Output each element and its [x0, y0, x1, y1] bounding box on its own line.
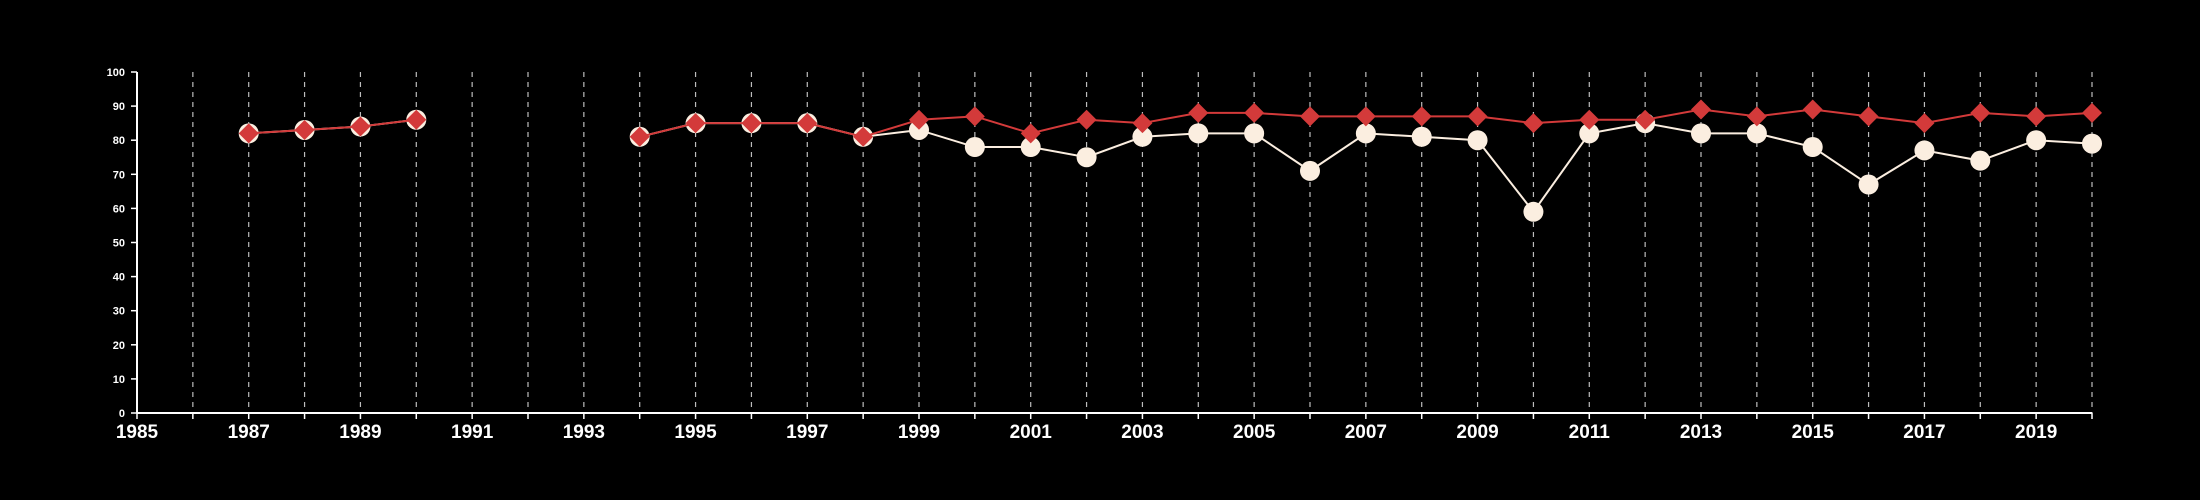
x-tick-label-1997: 1997	[786, 422, 828, 443]
point-diamond-2007	[1355, 106, 1376, 127]
y-tick-label-40: 40	[113, 272, 125, 284]
point-diamond-2009	[1467, 106, 1488, 127]
y-tick-label-20: 20	[113, 340, 125, 352]
point-diamond-1988	[294, 119, 315, 140]
point-diamond-2006	[1300, 106, 1320, 127]
x-tick-label-1999: 1999	[898, 422, 940, 443]
point-circle-2016	[1858, 174, 1879, 195]
point-diamond-2001	[1020, 123, 1041, 144]
y-tick-label-0: 0	[119, 408, 125, 420]
point-diamond-1997	[797, 113, 818, 134]
point-circle-2006	[1300, 160, 1320, 181]
x-tick-label-2019: 2019	[2015, 422, 2057, 443]
grid-lines	[192, 72, 2093, 413]
point-diamond-1995	[685, 113, 706, 134]
y-tick-label-30: 30	[113, 306, 125, 318]
point-diamond-2012	[1635, 109, 1656, 130]
x-tick-label-2013: 2013	[1680, 422, 1722, 443]
point-diamond-1989	[350, 116, 371, 137]
point-circle-2015	[1802, 137, 1823, 158]
point-diamond-1994	[629, 126, 650, 147]
point-diamond-2016	[1858, 106, 1879, 127]
point-diamond-1987	[238, 123, 259, 144]
x-tick-label-1993: 1993	[563, 422, 605, 443]
point-circle-2007	[1355, 123, 1376, 144]
x-axis-ticks: 1985 1987 1989 1991 1993 1995 1997 1999 2001 2003…	[116, 413, 2093, 443]
x-tick-label-2007: 2007	[1345, 422, 1387, 443]
series-line-diamond-0	[248, 118, 417, 135]
x-tick-label-1985: 1985	[116, 422, 159, 443]
point-diamond-2017	[1914, 113, 1935, 134]
point-circle-2005	[1244, 123, 1265, 144]
point-circle-2002	[1076, 147, 1097, 168]
point-circle-2000	[964, 137, 985, 158]
point-circle-2019	[2026, 130, 2047, 151]
x-tick-label-1991: 1991	[451, 422, 494, 443]
point-diamond-2000	[964, 106, 985, 127]
point-diamond-2010	[1523, 113, 1544, 134]
point-diamond-2011	[1579, 109, 1600, 130]
x-tick-label-2015: 2015	[1792, 422, 1835, 443]
point-circle-2011	[1579, 123, 1600, 144]
x-tick-label-2001: 2001	[1010, 422, 1053, 443]
point-diamond-2002	[1076, 109, 1097, 130]
point-diamond-2015	[1802, 99, 1823, 120]
point-diamond-2003	[1132, 113, 1153, 134]
point-diamond-1990	[406, 109, 427, 130]
y-tick-label-100: 100	[107, 67, 125, 79]
point-circle-1999	[909, 119, 929, 140]
y-tick-label-70: 70	[113, 169, 125, 181]
data-series	[238, 99, 2102, 222]
point-diamond-2005	[1244, 102, 1265, 123]
y-tick-label-80: 80	[113, 135, 125, 147]
point-circle-2020	[2082, 133, 2102, 154]
point-diamond-2008	[1411, 106, 1432, 127]
point-circle-2014	[1746, 123, 1767, 144]
y-axis-ticks: 0 10 20 30 40 50 60 70 80 90 100	[107, 67, 137, 420]
point-circle-2010	[1523, 201, 1544, 222]
point-diamond-2018	[1970, 102, 1991, 123]
point-diamond-2014	[1746, 106, 1767, 127]
point-diamond-1996	[741, 113, 762, 134]
x-tick-label-2017: 2017	[1903, 422, 1945, 443]
y-tick-label-90: 90	[113, 101, 125, 113]
point-diamond-2019	[2026, 106, 2047, 127]
point-circle-2004	[1188, 123, 1209, 144]
point-circle-2009	[1467, 130, 1488, 151]
point-diamond-2020	[2082, 102, 2102, 123]
x-tick-label-2005: 2005	[1233, 422, 1276, 443]
y-tick-label-60: 60	[113, 203, 125, 215]
x-tick-label-1989: 1989	[339, 422, 381, 443]
point-diamond-2013	[1691, 99, 1711, 120]
point-circle-2008	[1411, 126, 1432, 147]
point-circle-2001	[1020, 137, 1041, 158]
point-diamond-1999	[909, 109, 929, 130]
x-tick-label-2003: 2003	[1121, 422, 1163, 443]
x-tick-label-1995: 1995	[674, 422, 717, 443]
point-circle-2003	[1132, 126, 1153, 147]
point-circle-2013	[1691, 123, 1711, 144]
point-circle-2018	[1970, 150, 1991, 171]
y-tick-label-10: 10	[113, 374, 125, 386]
x-tick-label-1987: 1987	[228, 422, 270, 443]
point-diamond-2004	[1188, 102, 1209, 123]
x-tick-label-2009: 2009	[1456, 422, 1498, 443]
point-diamond-1998	[853, 126, 874, 147]
point-circle-2017	[1914, 140, 1935, 161]
y-tick-label-50: 50	[113, 238, 125, 250]
x-tick-label-2011: 2011	[1569, 422, 1611, 443]
series-diamond	[238, 99, 2102, 147]
